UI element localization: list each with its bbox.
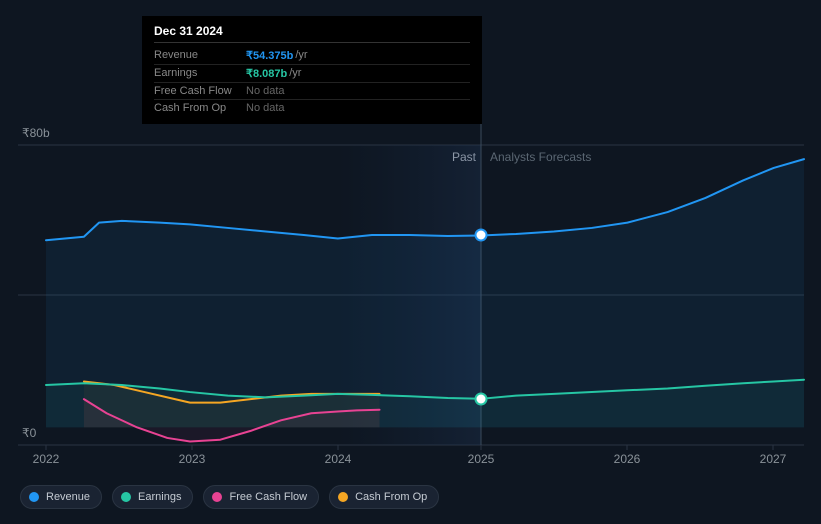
legend-cfo[interactable]: Cash From Op: [329, 485, 439, 509]
x-tick-2023: 2023: [179, 452, 206, 466]
x-tick-2024: 2024: [325, 452, 352, 466]
legend-fcf[interactable]: Free Cash Flow: [203, 485, 319, 509]
legend-label-fcf: Free Cash Flow: [229, 491, 307, 503]
legend-label-earnings: Earnings: [138, 491, 181, 503]
tooltip-row-revenue: Revenue₹54.375b /yr: [154, 47, 470, 65]
hover-marker-earnings: [477, 394, 486, 403]
x-tick-2026: 2026: [614, 452, 641, 466]
legend-earnings[interactable]: Earnings: [112, 485, 193, 509]
legend-dot-fcf: [212, 492, 222, 502]
legend-label-cfo: Cash From Op: [355, 491, 427, 503]
legend-dot-cfo: [338, 492, 348, 502]
earnings-revenue-chart: ₹80b ₹0 Past Analysts Forecasts 20222023…: [0, 0, 821, 524]
tooltip-row-cash-from-op: Cash From OpNo data: [154, 100, 470, 116]
x-tick-2022: 2022: [33, 452, 60, 466]
legend-label-revenue: Revenue: [46, 491, 90, 503]
x-tick-2025: 2025: [468, 452, 495, 466]
x-tick-2027: 2027: [760, 452, 787, 466]
legend-revenue[interactable]: Revenue: [20, 485, 102, 509]
legend-dot-earnings: [121, 492, 131, 502]
legend-dot-revenue: [29, 492, 39, 502]
tooltip-date: Dec 31 2024: [154, 24, 470, 38]
tooltip-row-earnings: Earnings₹8.087b /yr: [154, 65, 470, 83]
hover-marker-revenue: [477, 231, 486, 240]
legend: Revenue Earnings Free Cash Flow Cash From O…: [20, 485, 439, 509]
tooltip-row-free-cash-flow: Free Cash FlowNo data: [154, 83, 470, 100]
hover-tooltip: Dec 31 2024 Revenue₹54.375b /yrEarnings₹…: [142, 16, 482, 124]
